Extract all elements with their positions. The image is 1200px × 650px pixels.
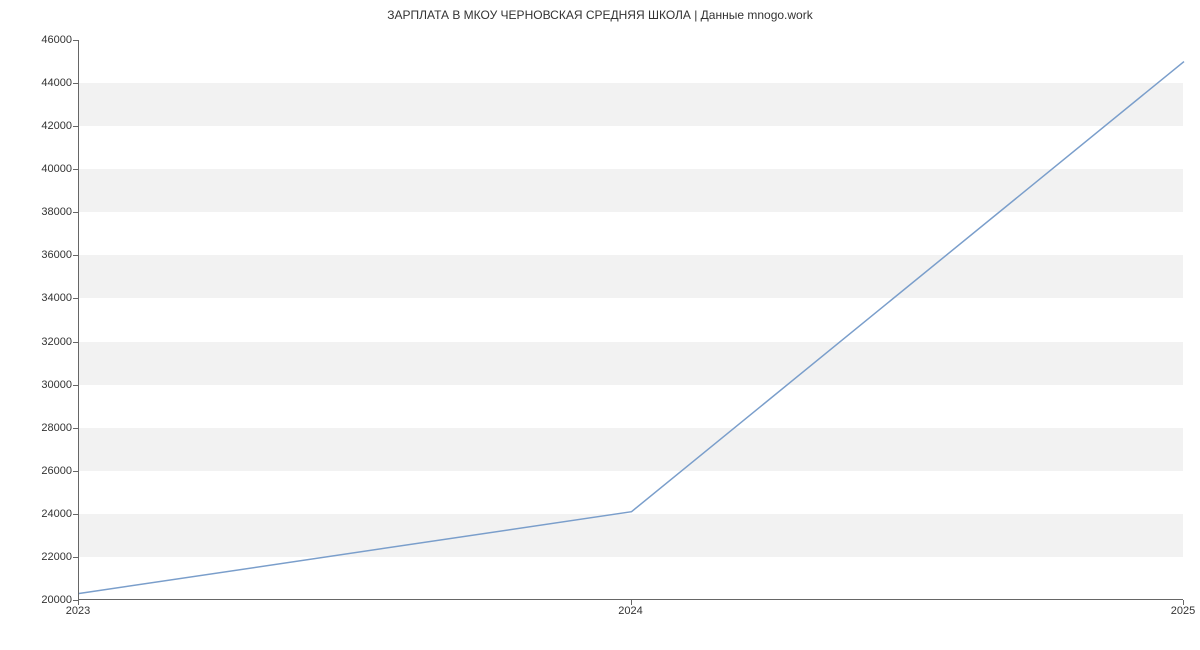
y-tick-mark <box>73 428 78 429</box>
y-tick-label: 42000 <box>12 120 72 132</box>
y-tick-mark <box>73 557 78 558</box>
y-tick-mark <box>73 126 78 127</box>
y-tick-mark <box>73 83 78 84</box>
x-tick-mark <box>631 600 632 605</box>
x-tick-mark <box>78 600 79 605</box>
y-tick-mark <box>73 255 78 256</box>
y-tick-mark <box>73 514 78 515</box>
y-tick-mark <box>73 169 78 170</box>
y-tick-label: 32000 <box>12 336 72 348</box>
y-tick-label: 24000 <box>12 508 72 520</box>
y-tick-label: 20000 <box>12 594 72 606</box>
x-tick-label: 2024 <box>618 605 642 617</box>
x-tick-label: 2025 <box>1171 605 1195 617</box>
y-tick-mark <box>73 342 78 343</box>
y-tick-label: 46000 <box>12 34 72 46</box>
y-tick-mark <box>73 40 78 41</box>
chart-title: ЗАРПЛАТА В МКОУ ЧЕРНОВСКАЯ СРЕДНЯЯ ШКОЛА… <box>0 8 1200 22</box>
y-tick-label: 38000 <box>12 206 72 218</box>
y-tick-label: 44000 <box>12 77 72 89</box>
line-series <box>79 40 1183 599</box>
y-tick-label: 28000 <box>12 422 72 434</box>
y-tick-label: 26000 <box>12 465 72 477</box>
y-tick-mark <box>73 385 78 386</box>
y-tick-mark <box>73 471 78 472</box>
y-tick-label: 36000 <box>12 249 72 261</box>
x-tick-mark <box>1183 600 1184 605</box>
y-tick-mark <box>73 212 78 213</box>
y-tick-label: 30000 <box>12 379 72 391</box>
y-tick-mark <box>73 298 78 299</box>
y-tick-label: 22000 <box>12 551 72 563</box>
plot-area <box>78 40 1183 600</box>
y-tick-label: 40000 <box>12 163 72 175</box>
x-tick-label: 2023 <box>66 605 90 617</box>
y-tick-label: 34000 <box>12 292 72 304</box>
